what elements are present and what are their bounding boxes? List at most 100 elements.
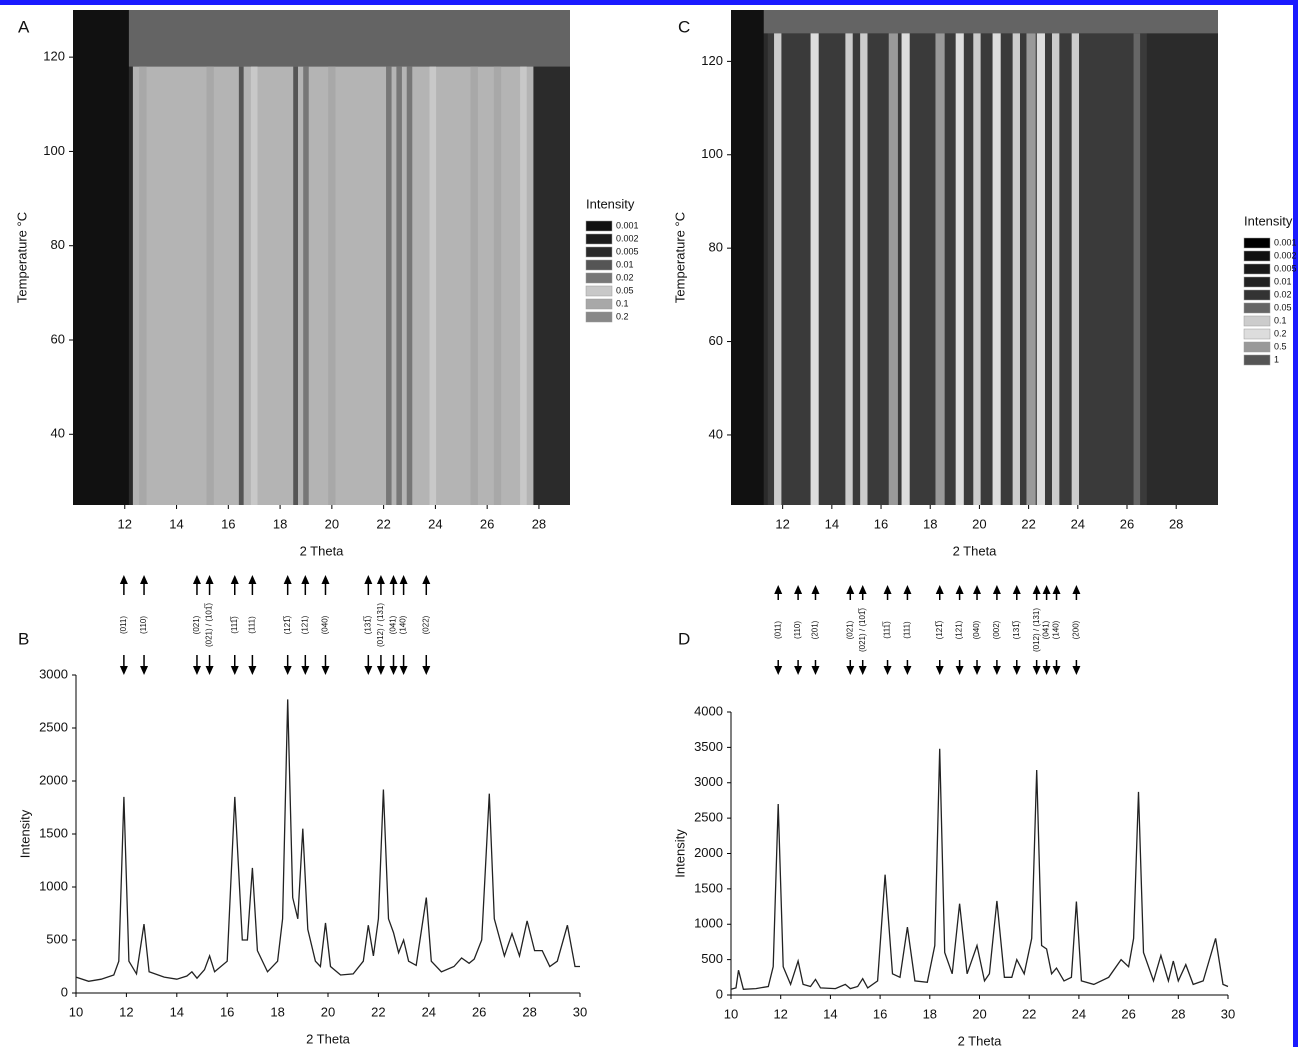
y-tick-label: 40 [51,426,65,441]
annotation-label: (011) [119,616,128,634]
annotation-label: (021) [192,615,201,634]
legend-swatch [1243,354,1271,366]
arrow-head [301,575,310,584]
legend-swatch [1243,328,1271,340]
peak-band [493,66,502,506]
legend-label: 0.2 [616,311,629,321]
x-tick-label: 26 [480,516,494,531]
arrow-head [1032,585,1041,594]
y-tick-label: 2000 [694,845,723,860]
arrow-head [364,666,373,675]
legend-swatch [1243,289,1271,301]
peak-band [470,66,478,506]
annotation-label: (040) [321,615,330,634]
y-tick-label: 500 [46,931,68,946]
annotation-label: (121) [955,620,964,639]
arrow-head [301,666,310,675]
x-tick-label: 14 [170,1004,184,1019]
panel-label: B [18,629,29,648]
y-tick-label: 1000 [694,916,723,931]
peak-band [1012,33,1020,505]
x-tick-label: 22 [376,516,390,531]
legend-swatch [585,233,613,245]
annotation-label: (002) [992,620,1001,639]
arrow-head [858,666,867,675]
x-tick-label: 14 [169,516,183,531]
x-tick-label: 28 [532,516,546,531]
melt-region [73,10,570,67]
arrow-head [321,575,330,584]
annotation-label: (111) [903,621,912,639]
arrow-head [283,575,292,584]
x-tick-label: 18 [923,1006,937,1021]
panel-label: C [678,17,690,36]
y-tick-label: 0 [61,984,68,999]
arrow-head [119,575,128,584]
x-tick-label: 26 [472,1004,486,1019]
legend-title: Intensity [586,196,635,211]
annotation-label: (111̅) [883,621,892,639]
legend-swatch [585,246,613,258]
peak-band [396,66,402,506]
panel-label: D [678,629,690,648]
y-tick-label: 2500 [694,810,723,825]
peak-band [429,66,437,506]
peak-band [810,33,819,505]
x-tick-label: 14 [823,1006,837,1021]
y-tick-label: 2500 [39,719,68,734]
x-tick-label: 18 [273,516,287,531]
peak-band [901,33,910,505]
y-tick-label: 3000 [694,774,723,789]
annotation-label: (041) [1042,620,1051,639]
arrow-head [992,585,1001,594]
y-axis-title: Temperature °C [672,212,687,303]
annotation-label: (201) [811,620,820,639]
peak-band [328,66,336,506]
x-tick-label: 20 [972,1006,986,1021]
legend-label: 0.005 [1274,263,1297,273]
legend-swatch [1243,341,1271,353]
annotation-label: (021) [845,620,854,639]
x-tick-label: 18 [270,1004,284,1019]
y-tick-label: 60 [51,331,65,346]
left-dark-band [73,10,129,505]
legend-title: Intensity [1244,213,1293,228]
arrow-head [973,585,982,594]
legend-swatch [585,298,613,310]
arrow-head [883,666,892,675]
legend-swatch [585,285,613,297]
annotation-label: (131̅) [363,615,372,634]
x-tick-label: 22 [1021,516,1035,531]
x-tick-label: 18 [923,516,937,531]
peak-band [206,66,214,506]
panel-label: A [18,17,30,36]
legend-label: 0.5 [1274,341,1287,351]
x-tick-label: 28 [1171,1006,1185,1021]
x-tick-label: 12 [775,516,789,531]
arrow-head [794,666,803,675]
peak-band [1051,33,1060,505]
arrow-head [205,666,214,675]
annotation-label: (021) / (101̅) [858,608,867,652]
legend-swatch [1243,302,1271,314]
x-tick-label: 30 [573,1004,587,1019]
x-axis-title: 2 Theta [306,1031,351,1046]
legend-label: 0.1 [616,298,629,308]
pattern-line [75,699,580,982]
arrow-head [140,666,149,675]
x-axis-title: 2 Theta [300,543,345,558]
pattern-line [730,748,1229,990]
arrow-head [903,666,912,675]
arrow-head [376,575,385,584]
x-tick-label: 24 [422,1004,436,1019]
peak-band [845,33,853,505]
x-tick-label: 28 [1169,516,1183,531]
arrow-head [811,585,820,594]
legend-swatch [585,220,613,232]
peak-band [1133,33,1141,505]
annotation-label: (012) / (131) [1032,608,1041,652]
peak-band [1026,33,1036,505]
y-tick-label: 4000 [694,703,723,718]
arrow-head [1042,585,1051,594]
x-tick-label: 28 [522,1004,536,1019]
